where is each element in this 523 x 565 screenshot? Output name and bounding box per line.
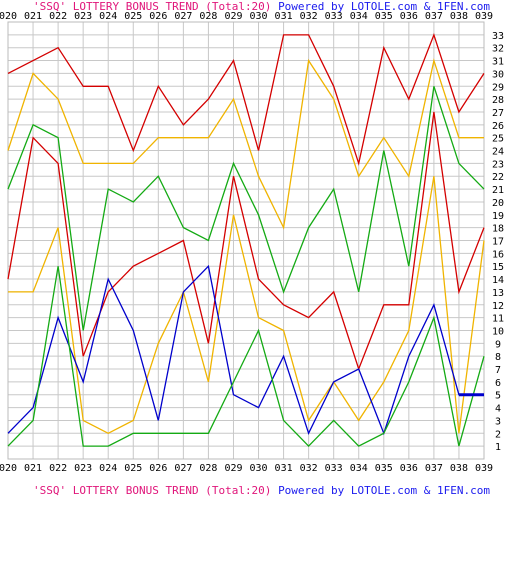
x-tick-label-top: 034: [350, 11, 368, 22]
y-tick-label: 10: [492, 326, 504, 337]
y-tick-label: 29: [492, 82, 504, 93]
series-line-3: [7, 86, 485, 331]
series-line-1: [7, 32, 485, 166]
x-tick-label-bottom: 034: [350, 463, 368, 474]
x-tick-label-top: 033: [325, 11, 343, 22]
y-tick-label: 23: [492, 159, 504, 170]
x-tick-label-top: 035: [375, 11, 393, 22]
x-tick-label-top: 027: [174, 11, 192, 22]
y-tick-label: 21: [492, 185, 504, 196]
x-tick-label-bottom: 027: [174, 463, 192, 474]
x-tick-label-bottom: 026: [149, 463, 167, 474]
y-tick-label: 3: [495, 416, 501, 427]
x-tick-label-bottom: 036: [400, 463, 418, 474]
chart-title-bottom: 'SSQ' LOTTERY BONUS TREND (Total:20) Pow…: [0, 485, 523, 497]
x-tick-label-bottom: 033: [325, 463, 343, 474]
series-line-5: [8, 176, 485, 435]
y-tick-label: 9: [495, 339, 501, 350]
x-tick-label-bottom: 023: [74, 463, 92, 474]
y-tick-label: 17: [492, 237, 504, 248]
x-tick-label-top: 020: [0, 11, 17, 22]
x-tick-label-top: 031: [275, 11, 293, 22]
y-tick-label: 8: [495, 352, 501, 363]
x-tick-label-bottom: 029: [224, 463, 242, 474]
y-tick-label: 24: [492, 147, 504, 158]
y-tick-label: 16: [492, 249, 504, 260]
y-tick-label: 6: [495, 378, 501, 389]
series-line-6: [7, 264, 484, 436]
y-tick-label: 15: [492, 262, 504, 273]
x-tick-label-top: 024: [99, 11, 117, 22]
x-tick-label-top: 023: [74, 11, 92, 22]
x-tick-label-bottom: 024: [99, 463, 117, 474]
y-tick-label: 7: [495, 365, 501, 376]
y-tick-label: 32: [492, 44, 504, 55]
series-line-4: [7, 111, 485, 371]
y-tick-label: 20: [492, 198, 504, 209]
chart-credit-text: Powered by LOTOLE.com & 1FEN.com: [278, 0, 490, 13]
y-tick-label: 28: [492, 95, 504, 106]
y-tick-label: 26: [492, 121, 504, 132]
chart-title-top: 'SSQ' LOTTERY BONUS TREND (Total:20) Pow…: [0, 1, 523, 13]
x-tick-label-top: 037: [425, 11, 443, 22]
x-tick-label-top: 029: [224, 11, 242, 22]
x-tick-label-top: 039: [475, 11, 493, 22]
x-tick-label-bottom: 035: [375, 463, 393, 474]
x-tick-label-bottom: 028: [199, 463, 217, 474]
y-tick-label: 22: [492, 172, 504, 183]
x-tick-label-bottom: 037: [425, 463, 443, 474]
x-tick-label-bottom: 022: [49, 463, 67, 474]
x-tick-label-top: 026: [149, 11, 167, 22]
y-tick-label: 27: [492, 108, 504, 119]
y-tick-label: 31: [492, 57, 504, 68]
y-tick-label: 25: [492, 134, 504, 145]
y-tick-label: 13: [492, 288, 504, 299]
y-tick-label: 5: [495, 391, 501, 402]
x-tick-label-top: 021: [24, 11, 42, 22]
x-tick-label-top: 032: [300, 11, 318, 22]
x-tick-label-top: 030: [249, 11, 267, 22]
x-tick-label-bottom: 025: [124, 463, 142, 474]
series-line-7: [7, 266, 485, 448]
y-tick-label: 19: [492, 211, 504, 222]
x-tick-label-bottom: 021: [24, 463, 42, 474]
chart-title-text: 'SSQ' LOTTERY BONUS TREND (Total:20): [33, 0, 272, 13]
chart-credit-text: Powered by LOTOLE.com & 1FEN.com: [278, 484, 490, 497]
x-tick-label-top: 036: [400, 11, 418, 22]
x-tick-label-top: 022: [49, 11, 67, 22]
x-tick-label-bottom: 020: [0, 463, 17, 474]
series-line-2: [7, 58, 484, 230]
y-tick-label: 2: [495, 429, 501, 440]
x-tick-label-top: 025: [124, 11, 142, 22]
x-tick-label-top: 028: [199, 11, 217, 22]
y-tick-label: 4: [495, 404, 501, 415]
y-tick-label: 11: [492, 314, 504, 325]
chart-title-text: 'SSQ' LOTTERY BONUS TREND (Total:20): [33, 484, 272, 497]
y-tick-label: 14: [492, 275, 504, 286]
y-tick-label: 12: [492, 301, 504, 312]
x-tick-label-top: 038: [450, 11, 468, 22]
y-tick-label: 18: [492, 224, 504, 235]
x-tick-label-bottom: 032: [300, 463, 318, 474]
x-tick-label-bottom: 039: [475, 463, 493, 474]
y-tick-label: 33: [492, 31, 504, 42]
y-tick-label: 1: [495, 442, 501, 453]
x-tick-label-bottom: 038: [450, 463, 468, 474]
x-tick-label-bottom: 031: [275, 463, 293, 474]
x-tick-label-bottom: 030: [249, 463, 267, 474]
y-tick-label: 30: [492, 69, 504, 80]
